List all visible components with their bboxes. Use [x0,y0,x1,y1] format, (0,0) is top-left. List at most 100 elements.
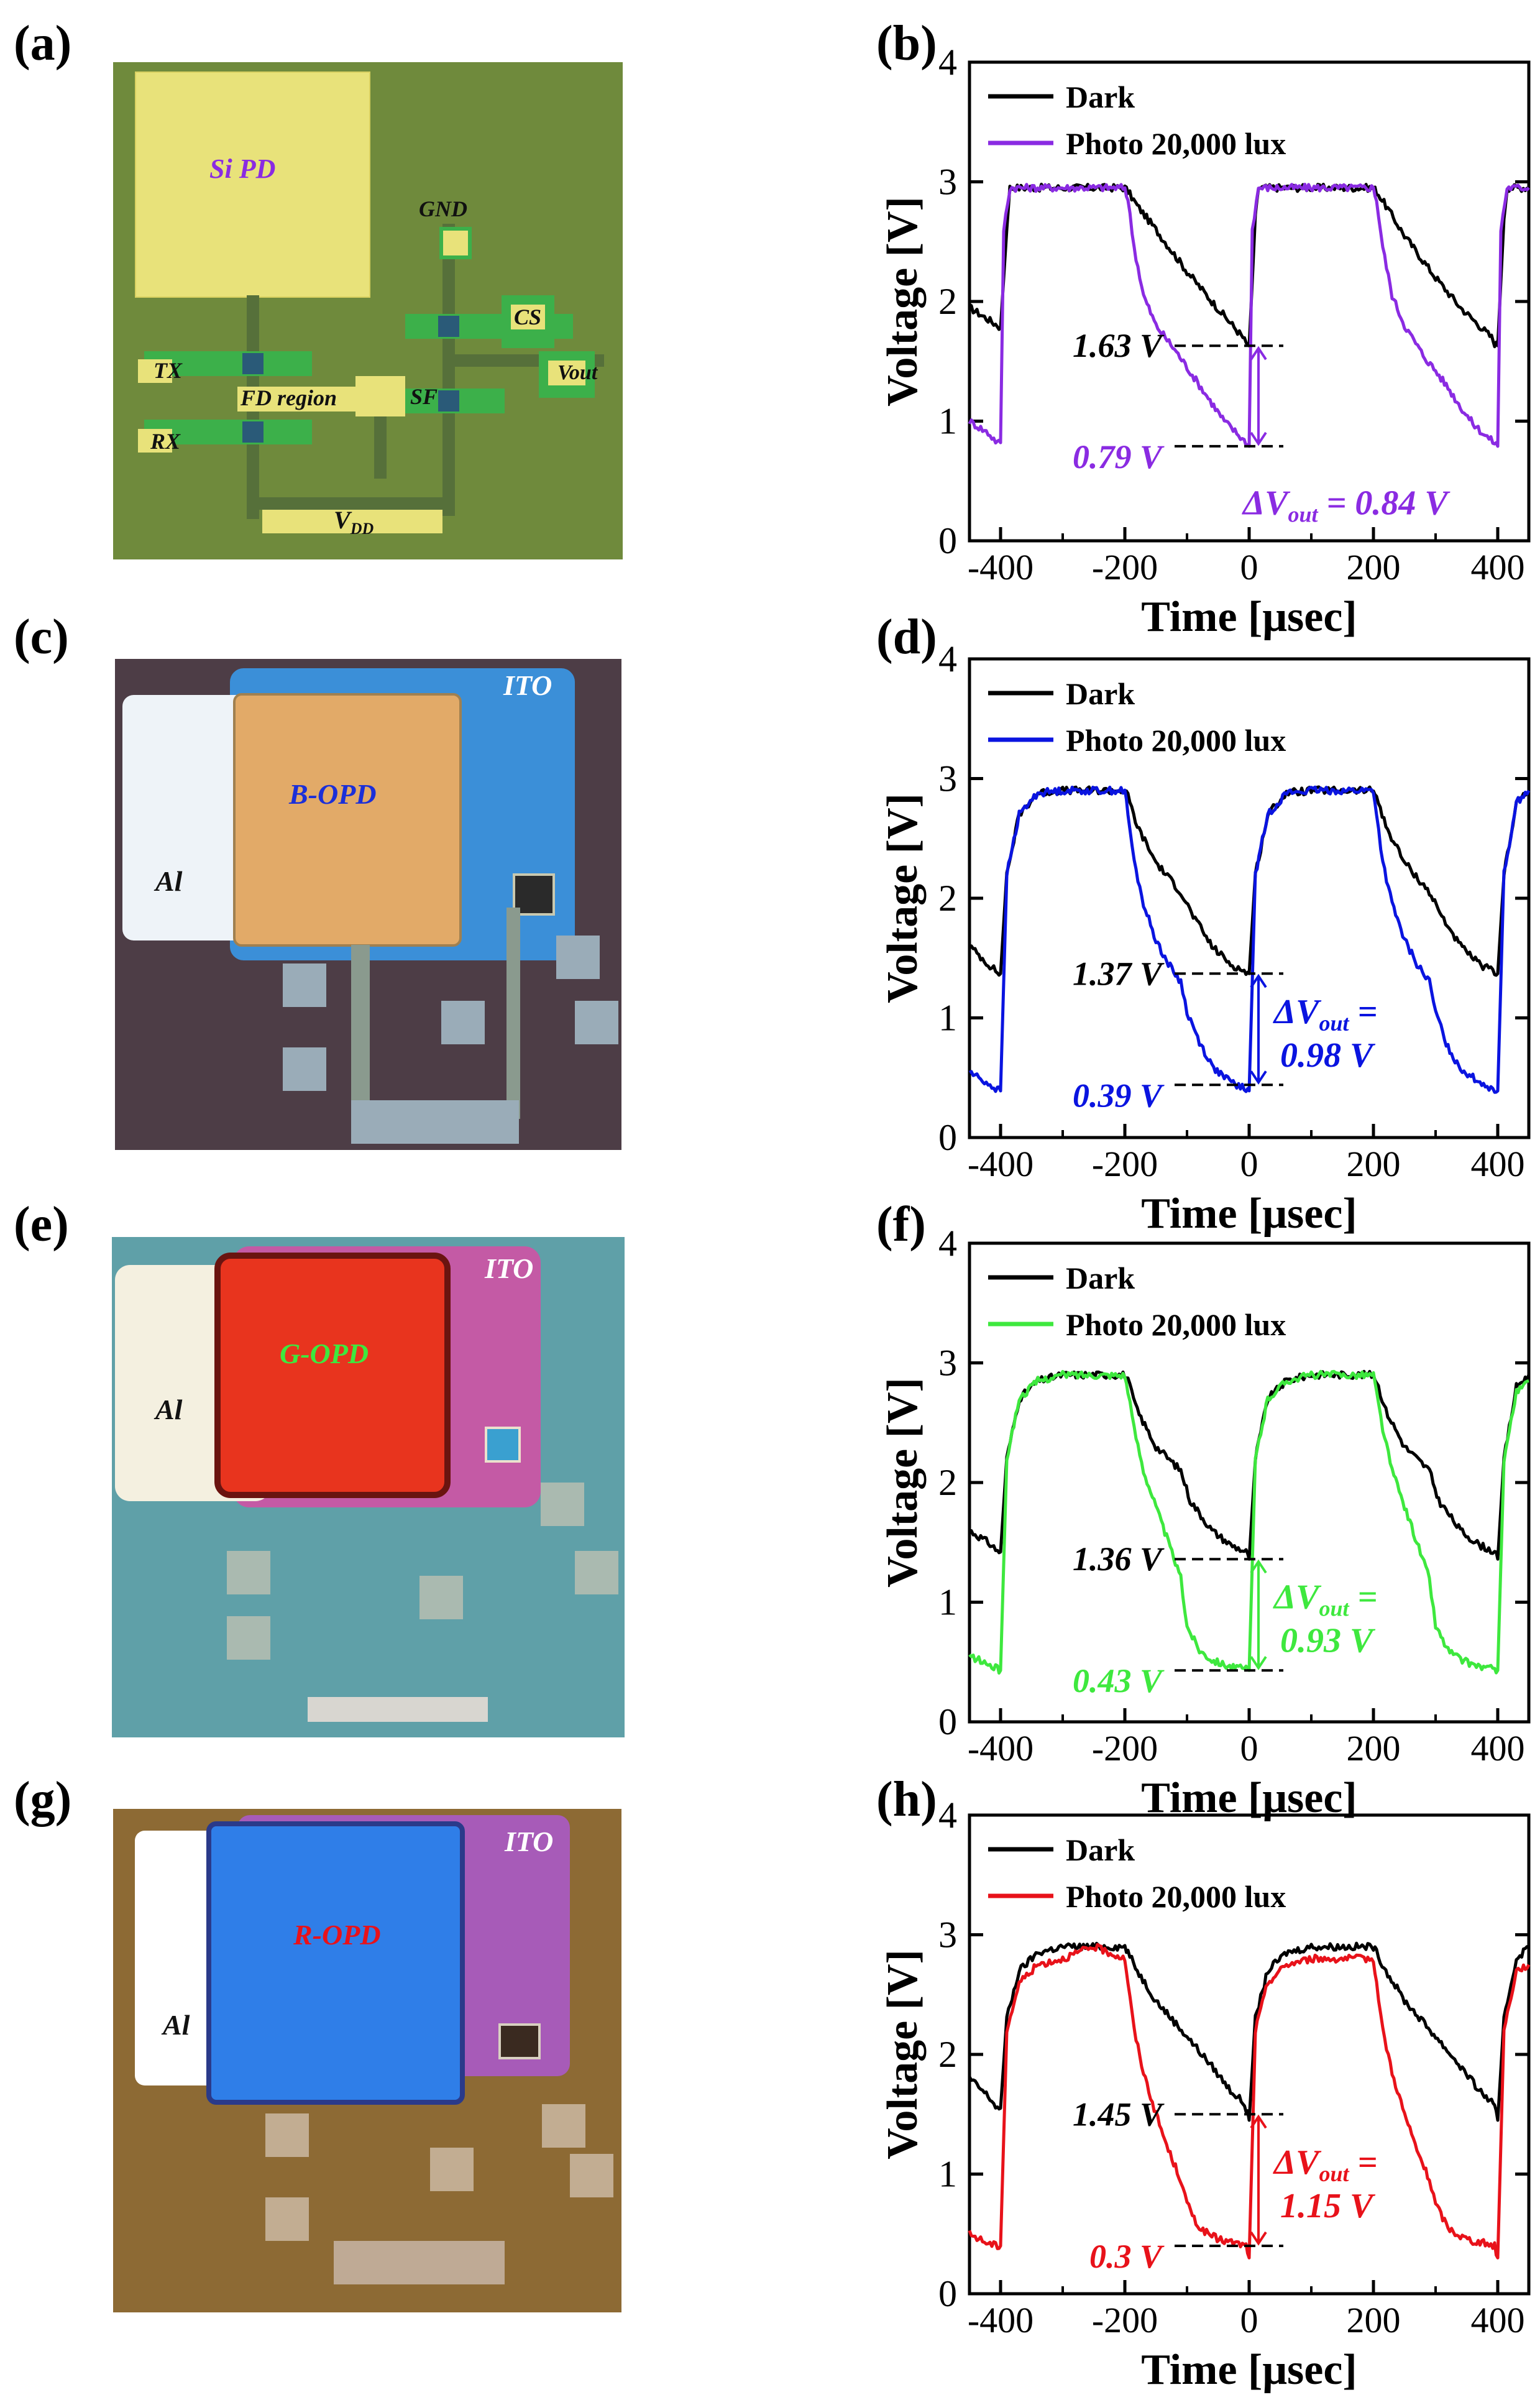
delta-arrow-head [1250,1070,1267,1085]
vout-pad [548,361,585,385]
dark-series-line [968,785,1531,977]
pad [265,2197,309,2241]
pad [227,1616,270,1660]
legend-label: Dark [1066,676,1135,711]
gnd-pad [439,227,472,259]
x-tick-label: 0 [1240,2300,1258,2340]
cs-pad [511,305,545,329]
x-tick-label: 200 [1347,1728,1401,1768]
y-axis-title: Voltage [V] [879,196,927,407]
trace [351,1100,519,1144]
photo-level-label: 0.39 V [1073,1077,1165,1114]
pad [575,1001,618,1044]
g-opd-area [214,1253,451,1498]
legend-label: Photo 20,000 lux [1066,1879,1286,1914]
b-opd-label: B-OPD [289,778,377,810]
delta-arrow-head [1250,346,1267,361]
chart-f: 0 1 2 3 4 -400 -200 0 200 400 Time [μsec] Voltage [… [879,1231,1531,1821]
legend-label: Photo 20,000 lux [1066,1307,1286,1342]
pad [430,2148,474,2191]
pad [570,2154,613,2197]
delta-arrow-head [1250,431,1267,446]
y-axis-title: Voltage [V] [879,1377,927,1588]
x-tick-label: -200 [1092,547,1158,587]
x-tick-label: -400 [968,2300,1034,2340]
y-tick-label: 1 [938,2154,957,2195]
photo-series-line [969,785,1531,1094]
trace [308,1697,488,1722]
panel-label-f: (f) [876,1197,926,1252]
fd-region-label: FD region [241,385,337,410]
y-tick-label: 4 [938,646,957,679]
trace [334,2241,505,2284]
y-tick-label: 0 [938,2273,957,2314]
y-tick-label: 3 [938,1915,957,1956]
panel-label-g: (g) [14,1772,72,1827]
x-tick-label: 400 [1471,2300,1525,2340]
si-pd-micrograph: Si PD GND CS TX FD region SF Vout RX VDD [113,62,623,559]
dark-level-label: 1.36 V [1073,1540,1165,1578]
delta-arrow-head [1250,1559,1267,1574]
pad [283,1047,326,1091]
x-tick-label: 0 [1240,547,1258,587]
r-opd-area [206,1821,465,2105]
dark-series-line [968,182,1529,349]
gnd-label: GND [419,196,467,221]
y-tick-label: 4 [938,50,957,83]
y-tick-label: 4 [938,1231,957,1264]
gate [144,351,312,376]
panel-label-b: (b) [876,16,937,71]
x-tick-label: 400 [1471,547,1525,587]
delta-arrow-head [1250,1656,1267,1670]
y-tick-label: 0 [938,1117,957,1158]
delta-arrow-head [1250,2231,1267,2246]
legend-label: Photo 20,000 lux [1066,126,1286,161]
y-tick-label: 3 [938,758,957,799]
panel-label-h: (h) [876,1772,937,1827]
x-tick-label: 400 [1471,1144,1525,1184]
via [438,316,459,337]
trace [442,224,455,516]
x-axis-title: Time [μsec] [1141,1190,1357,1237]
y-tick-label: 3 [938,162,957,203]
legend-label: Dark [1066,80,1135,114]
y-axis-title: Voltage [V] [879,1949,927,2159]
panel-label-a: (a) [14,16,72,71]
pad [556,936,600,979]
r-opd-label: R-OPD [293,1919,381,1951]
al-label: Al [155,865,183,897]
x-tick-label: -200 [1092,2300,1158,2340]
rx-label: RX [150,429,181,454]
al-label: Al [163,2009,190,2041]
legend-label: Photo 20,000 lux [1066,723,1286,758]
vout-label: Vout [557,361,598,384]
vdd-label-main: V [334,506,351,534]
photo-series-line [968,1369,1529,1675]
delta-arrow-head [1250,973,1267,988]
cs-label: CS [514,305,542,329]
y-axis-title: Voltage [V] [879,793,927,1003]
g-opd-micrograph: ITO G-OPD Al [112,1237,625,1737]
pad [227,1551,270,1594]
panel-label-e: (e) [14,1197,69,1252]
via [498,2023,541,2059]
photo-level-label: 0.79 V [1073,438,1165,476]
photo-level-label: 0.3 V [1089,2238,1165,2275]
x-tick-label: 0 [1240,1144,1258,1184]
x-tick-label: 200 [1347,2300,1401,2340]
delta-arrow-head [1250,2114,1267,2129]
delta-vout-value: 1.15 V [1280,2187,1376,2225]
vdd-bar [262,510,442,533]
pad [542,2104,585,2148]
vdd-label-sub: DD [350,520,374,538]
sf-pad [355,376,405,416]
pad [419,1576,463,1619]
al-label: Al [155,1394,183,1425]
dark-series-line [969,1369,1531,1561]
via [242,421,264,443]
sf-label: SF [410,384,438,409]
gate [144,420,312,444]
delta-vout-label: ΔVout = [1273,1578,1377,1621]
tx-pad [138,359,172,383]
y-tick-label: 1 [938,998,957,1039]
